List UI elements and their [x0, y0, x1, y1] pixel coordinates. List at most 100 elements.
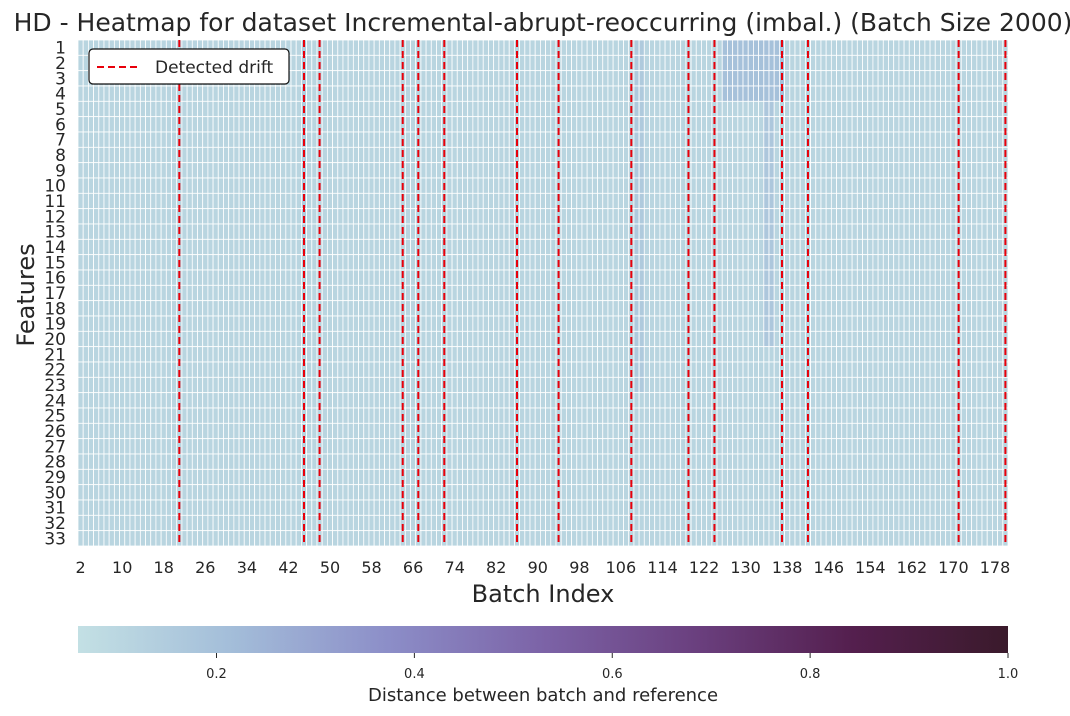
heatmap-cell: [545, 116, 552, 133]
heatmap-cell: [243, 208, 250, 225]
heatmap-cell: [264, 269, 271, 286]
heatmap-cell: [202, 85, 209, 102]
heatmap-cell: [373, 453, 380, 470]
heatmap-cell: [326, 238, 333, 256]
heatmap-cell: [378, 376, 385, 394]
heatmap-cell: [675, 116, 682, 133]
heatmap-cell: [228, 407, 235, 424]
heatmap-cell: [77, 269, 84, 286]
heatmap-cell: [119, 530, 126, 547]
heatmap-cell: [830, 238, 837, 256]
heatmap-cell: [108, 361, 115, 378]
heatmap-cell: [347, 254, 354, 271]
heatmap-cell: [846, 254, 853, 271]
heatmap-cell: [664, 315, 671, 332]
heatmap-cell: [472, 116, 479, 133]
heatmap-cell: [462, 39, 469, 56]
heatmap-cell: [830, 177, 837, 194]
heatmap-cell: [841, 361, 848, 378]
heatmap-cell: [358, 100, 365, 118]
heatmap-cell: [212, 468, 219, 486]
heatmap-cell: [623, 146, 630, 164]
heatmap-cell: [768, 407, 775, 424]
heatmap-cell: [602, 177, 609, 194]
heatmap-cell: [243, 530, 250, 547]
heatmap-cell: [165, 361, 172, 378]
heatmap-cell: [87, 116, 94, 133]
heatmap-cell: [591, 39, 598, 56]
heatmap-cell: [321, 422, 328, 440]
heatmap-cell: [332, 192, 339, 210]
heatmap-cell: [571, 238, 578, 256]
heatmap-cell: [290, 407, 297, 424]
heatmap-cell: [576, 514, 583, 532]
heatmap-cell: [275, 238, 282, 256]
heatmap-cell: [165, 514, 172, 532]
heatmap-cell: [659, 192, 666, 210]
heatmap-cell: [472, 284, 479, 302]
heatmap-cell: [197, 438, 204, 455]
heatmap-cell: [659, 177, 666, 194]
heatmap-cell: [420, 499, 427, 516]
heatmap-cell: [825, 269, 832, 286]
heatmap-cell: [675, 453, 682, 470]
heatmap-cell: [363, 39, 370, 56]
heatmap-cell: [150, 422, 157, 440]
heatmap-cell: [254, 85, 261, 102]
heatmap-cell: [669, 100, 676, 118]
heatmap-cell: [191, 177, 198, 194]
heatmap-cell: [363, 131, 370, 148]
heatmap-cell: [223, 376, 230, 394]
heatmap-cell: [98, 315, 105, 332]
heatmap-cell: [451, 407, 458, 424]
heatmap-cell: [404, 514, 411, 532]
heatmap-cell: [841, 284, 848, 302]
heatmap-cell: [784, 223, 791, 240]
heatmap-cell: [576, 100, 583, 118]
heatmap-cell: [680, 162, 687, 179]
heatmap-cell: [389, 131, 396, 148]
heatmap-cell: [233, 376, 240, 394]
heatmap-cell: [233, 484, 240, 501]
heatmap-cell: [352, 254, 359, 271]
heatmap-cell: [155, 254, 162, 271]
heatmap-cell: [98, 100, 105, 118]
heatmap-cell: [264, 192, 271, 210]
heatmap-cell: [716, 484, 723, 501]
heatmap-cell: [856, 330, 863, 348]
heatmap-cell: [534, 192, 541, 210]
heatmap-cell: [373, 39, 380, 56]
heatmap-cell: [269, 85, 276, 102]
heatmap-cell: [851, 39, 858, 56]
heatmap-cell: [389, 484, 396, 501]
heatmap-cell: [202, 438, 209, 455]
heatmap-cell: [202, 422, 209, 440]
heatmap-cell: [368, 54, 375, 72]
heatmap-cell: [591, 438, 598, 455]
heatmap-cell: [155, 192, 162, 210]
heatmap-cell: [311, 192, 318, 210]
heatmap-cell: [352, 392, 359, 409]
heatmap-cell: [134, 208, 141, 225]
heatmap-cell: [690, 499, 697, 516]
heatmap-cell: [160, 223, 167, 240]
heatmap-cell: [373, 269, 380, 286]
heatmap-cell: [841, 346, 848, 363]
heatmap-cell: [794, 422, 801, 440]
heatmap-cell: [690, 85, 697, 102]
heatmap-cell: [784, 177, 791, 194]
heatmap-cell: [488, 269, 495, 286]
heatmap-cell: [368, 39, 375, 56]
heatmap-cell: [612, 514, 619, 532]
heatmap-cell: [503, 361, 510, 378]
heatmap-cell: [98, 422, 105, 440]
heatmap-cell: [836, 484, 843, 501]
heatmap-cell: [799, 54, 806, 72]
heatmap-cell: [820, 208, 827, 225]
heatmap-cell: [207, 376, 214, 394]
heatmap-cell: [358, 346, 365, 363]
heatmap-cell: [108, 422, 115, 440]
heatmap-cell: [217, 300, 224, 317]
heatmap-cell: [649, 392, 656, 409]
heatmap-cell: [285, 162, 292, 179]
